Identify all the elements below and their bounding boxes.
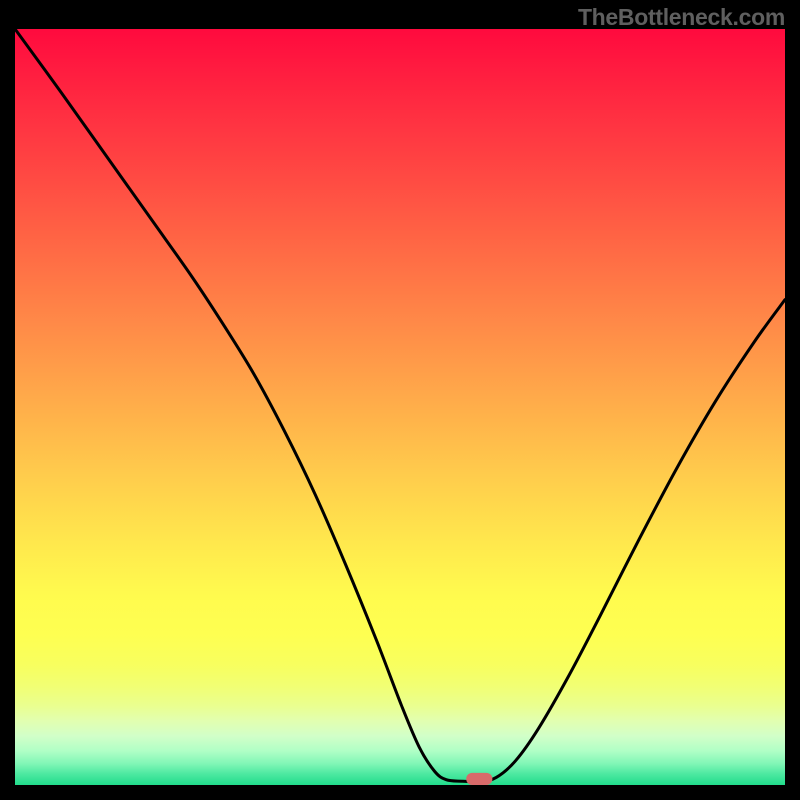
plot-area [15, 29, 785, 785]
bottleneck-curve [15, 29, 785, 782]
chart-svg [15, 29, 785, 785]
watermark-text: TheBottleneck.com [578, 4, 785, 31]
minimum-marker [466, 773, 492, 785]
